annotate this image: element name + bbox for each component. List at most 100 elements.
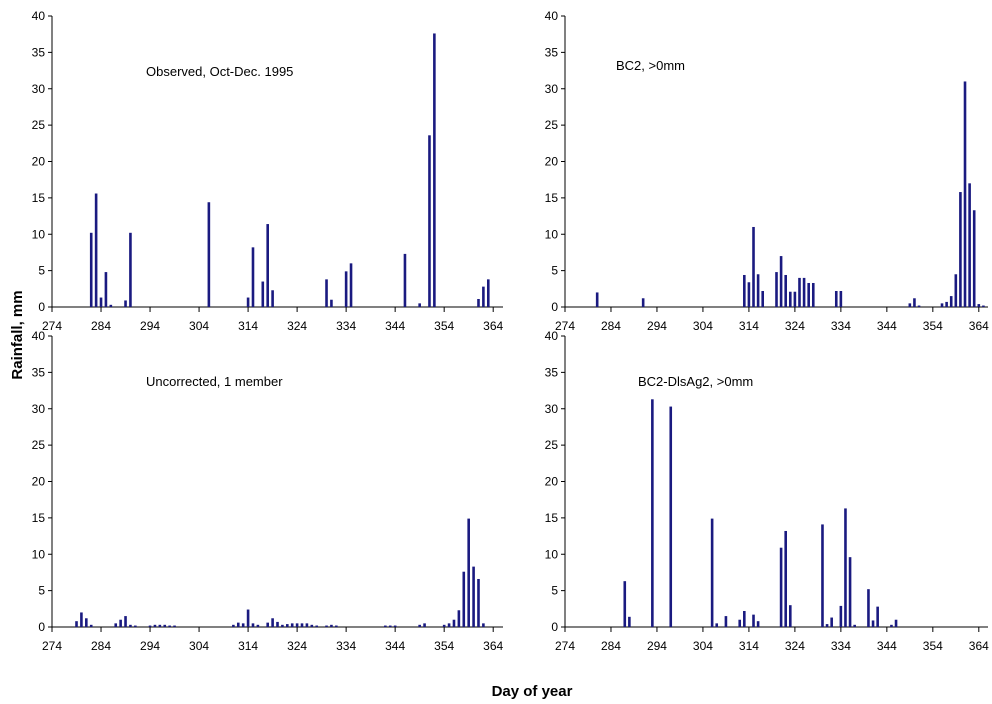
bar-bc2: [747, 282, 751, 307]
bar-observed: [104, 272, 108, 307]
bar-observed: [109, 304, 113, 307]
bar-bc2-dlsag2: [651, 399, 654, 627]
x-tick-label: 314: [739, 639, 759, 653]
y-tick-label: 15: [545, 511, 559, 525]
x-tick-label: 334: [336, 319, 356, 333]
bar-uncorrected: [388, 625, 392, 627]
bar-bc2: [949, 296, 953, 307]
bar-uncorrected: [330, 624, 333, 627]
x-tick-label: 284: [601, 319, 621, 333]
panel-bc2-dlsag2: 0 5 10 15 20 25 30 35 40 274 284 294 304 314 324 334 344…: [545, 329, 989, 653]
x-tick-label: 284: [91, 639, 111, 653]
bar-observed: [349, 263, 353, 307]
panel-bc2: 0 5 10 15 20 25 30 35 40 274 284 294 304 314 324 334 344…: [545, 9, 989, 333]
x-tick-label: 304: [189, 639, 209, 653]
bar-uncorrected: [472, 566, 475, 627]
bar-bc2-dlsag2: [890, 624, 893, 627]
bar-uncorrected: [310, 624, 314, 627]
x-tick-label: 354: [923, 319, 943, 333]
bar-uncorrected: [315, 625, 319, 627]
x-tick-label: 274: [555, 319, 575, 333]
x-tick-label: 324: [785, 319, 805, 333]
bar-observed: [418, 303, 421, 307]
bar-uncorrected: [482, 623, 485, 627]
y-tick-label: 40: [545, 9, 559, 23]
x-tick-label: 274: [42, 639, 62, 653]
x-tick-label: 364: [969, 319, 989, 333]
bar-bc2: [977, 304, 981, 307]
bar-uncorrected: [153, 624, 157, 627]
bar-observed: [89, 232, 93, 307]
y-tick-label: 40: [32, 9, 46, 23]
bar-uncorrected: [276, 621, 279, 627]
bar-observed: [325, 279, 328, 307]
bar-observed: [94, 193, 98, 307]
bar-bc2-dlsag2: [752, 614, 755, 627]
y-tick-label: 25: [32, 118, 46, 132]
bar-uncorrected: [89, 624, 93, 627]
y-tick-label: 5: [38, 584, 45, 598]
y-tick-label: 40: [545, 329, 559, 343]
bar-uncorrected: [452, 619, 456, 627]
x-tick-label: 324: [287, 319, 307, 333]
x-tick-label: 354: [923, 639, 943, 653]
bar-bc2: [917, 305, 921, 307]
y-tick-label: 0: [38, 620, 45, 634]
bar-bc2-dlsag2: [784, 530, 787, 627]
y-tick-label: 25: [545, 438, 559, 452]
y-tick-label: 10: [545, 547, 559, 561]
x-tick-label: 284: [91, 319, 111, 333]
bar-uncorrected: [305, 623, 309, 627]
bar-bc2-dlsag2: [724, 616, 728, 627]
y-tick-label: 25: [32, 438, 46, 452]
bar-bc2-dlsag2: [821, 524, 824, 627]
panel-observed: 0 5 10 15 20 25 30 35 40 274 284 294 304 314 324 334 344…: [32, 9, 504, 333]
bar-observed: [330, 299, 333, 307]
bar-bc2: [752, 226, 755, 307]
y-tick-label: 35: [32, 45, 46, 59]
bar-uncorrected: [423, 623, 426, 627]
y-tick-label: 20: [32, 155, 46, 169]
bar-uncorrected: [457, 610, 461, 627]
bar-bc2: [756, 274, 760, 307]
bar-uncorrected: [173, 625, 176, 627]
bar-bc2: [968, 183, 971, 307]
bar-uncorrected: [447, 623, 451, 627]
bar-bc2-dlsag2: [738, 619, 742, 627]
bar-bc2-dlsag2: [628, 616, 631, 627]
bar-bc2-dlsag2: [876, 606, 879, 627]
bar-uncorrected: [271, 618, 274, 627]
bar-observed: [403, 253, 407, 307]
bar-bc2: [839, 290, 843, 307]
bar-observed: [261, 281, 265, 307]
y-tick-label: 5: [551, 264, 558, 278]
x-tick-label: 344: [877, 319, 897, 333]
y-tick-label: 35: [32, 365, 46, 379]
bar-uncorrected: [241, 623, 245, 627]
bar-bc2: [788, 291, 792, 307]
bar-bc2: [959, 192, 962, 307]
bar-observed: [251, 247, 255, 307]
bar-uncorrected: [134, 625, 137, 627]
bar-observed: [482, 286, 485, 307]
bar-uncorrected: [384, 625, 387, 627]
bar-bc2-dlsag2: [669, 406, 673, 627]
bar-bc2: [807, 282, 810, 307]
bar-observed: [266, 224, 269, 307]
bar-observed: [486, 279, 490, 307]
bar-bc2: [641, 298, 645, 307]
bar-uncorrected: [75, 621, 78, 627]
bar-bc2: [798, 277, 801, 307]
bar-bc2: [779, 256, 783, 307]
x-tick-label: 364: [483, 319, 503, 333]
bar-observed: [99, 297, 103, 307]
x-tick-label: 334: [831, 319, 851, 333]
bar-observed: [428, 135, 431, 307]
panel-annotation: Observed, Oct-Dec. 1995: [146, 64, 293, 79]
bar-uncorrected: [163, 624, 167, 627]
bar-bc2: [963, 81, 967, 307]
bar-observed: [271, 290, 274, 307]
x-tick-label: 344: [385, 319, 405, 333]
bar-observed: [207, 202, 211, 307]
bar-uncorrected: [85, 618, 88, 627]
